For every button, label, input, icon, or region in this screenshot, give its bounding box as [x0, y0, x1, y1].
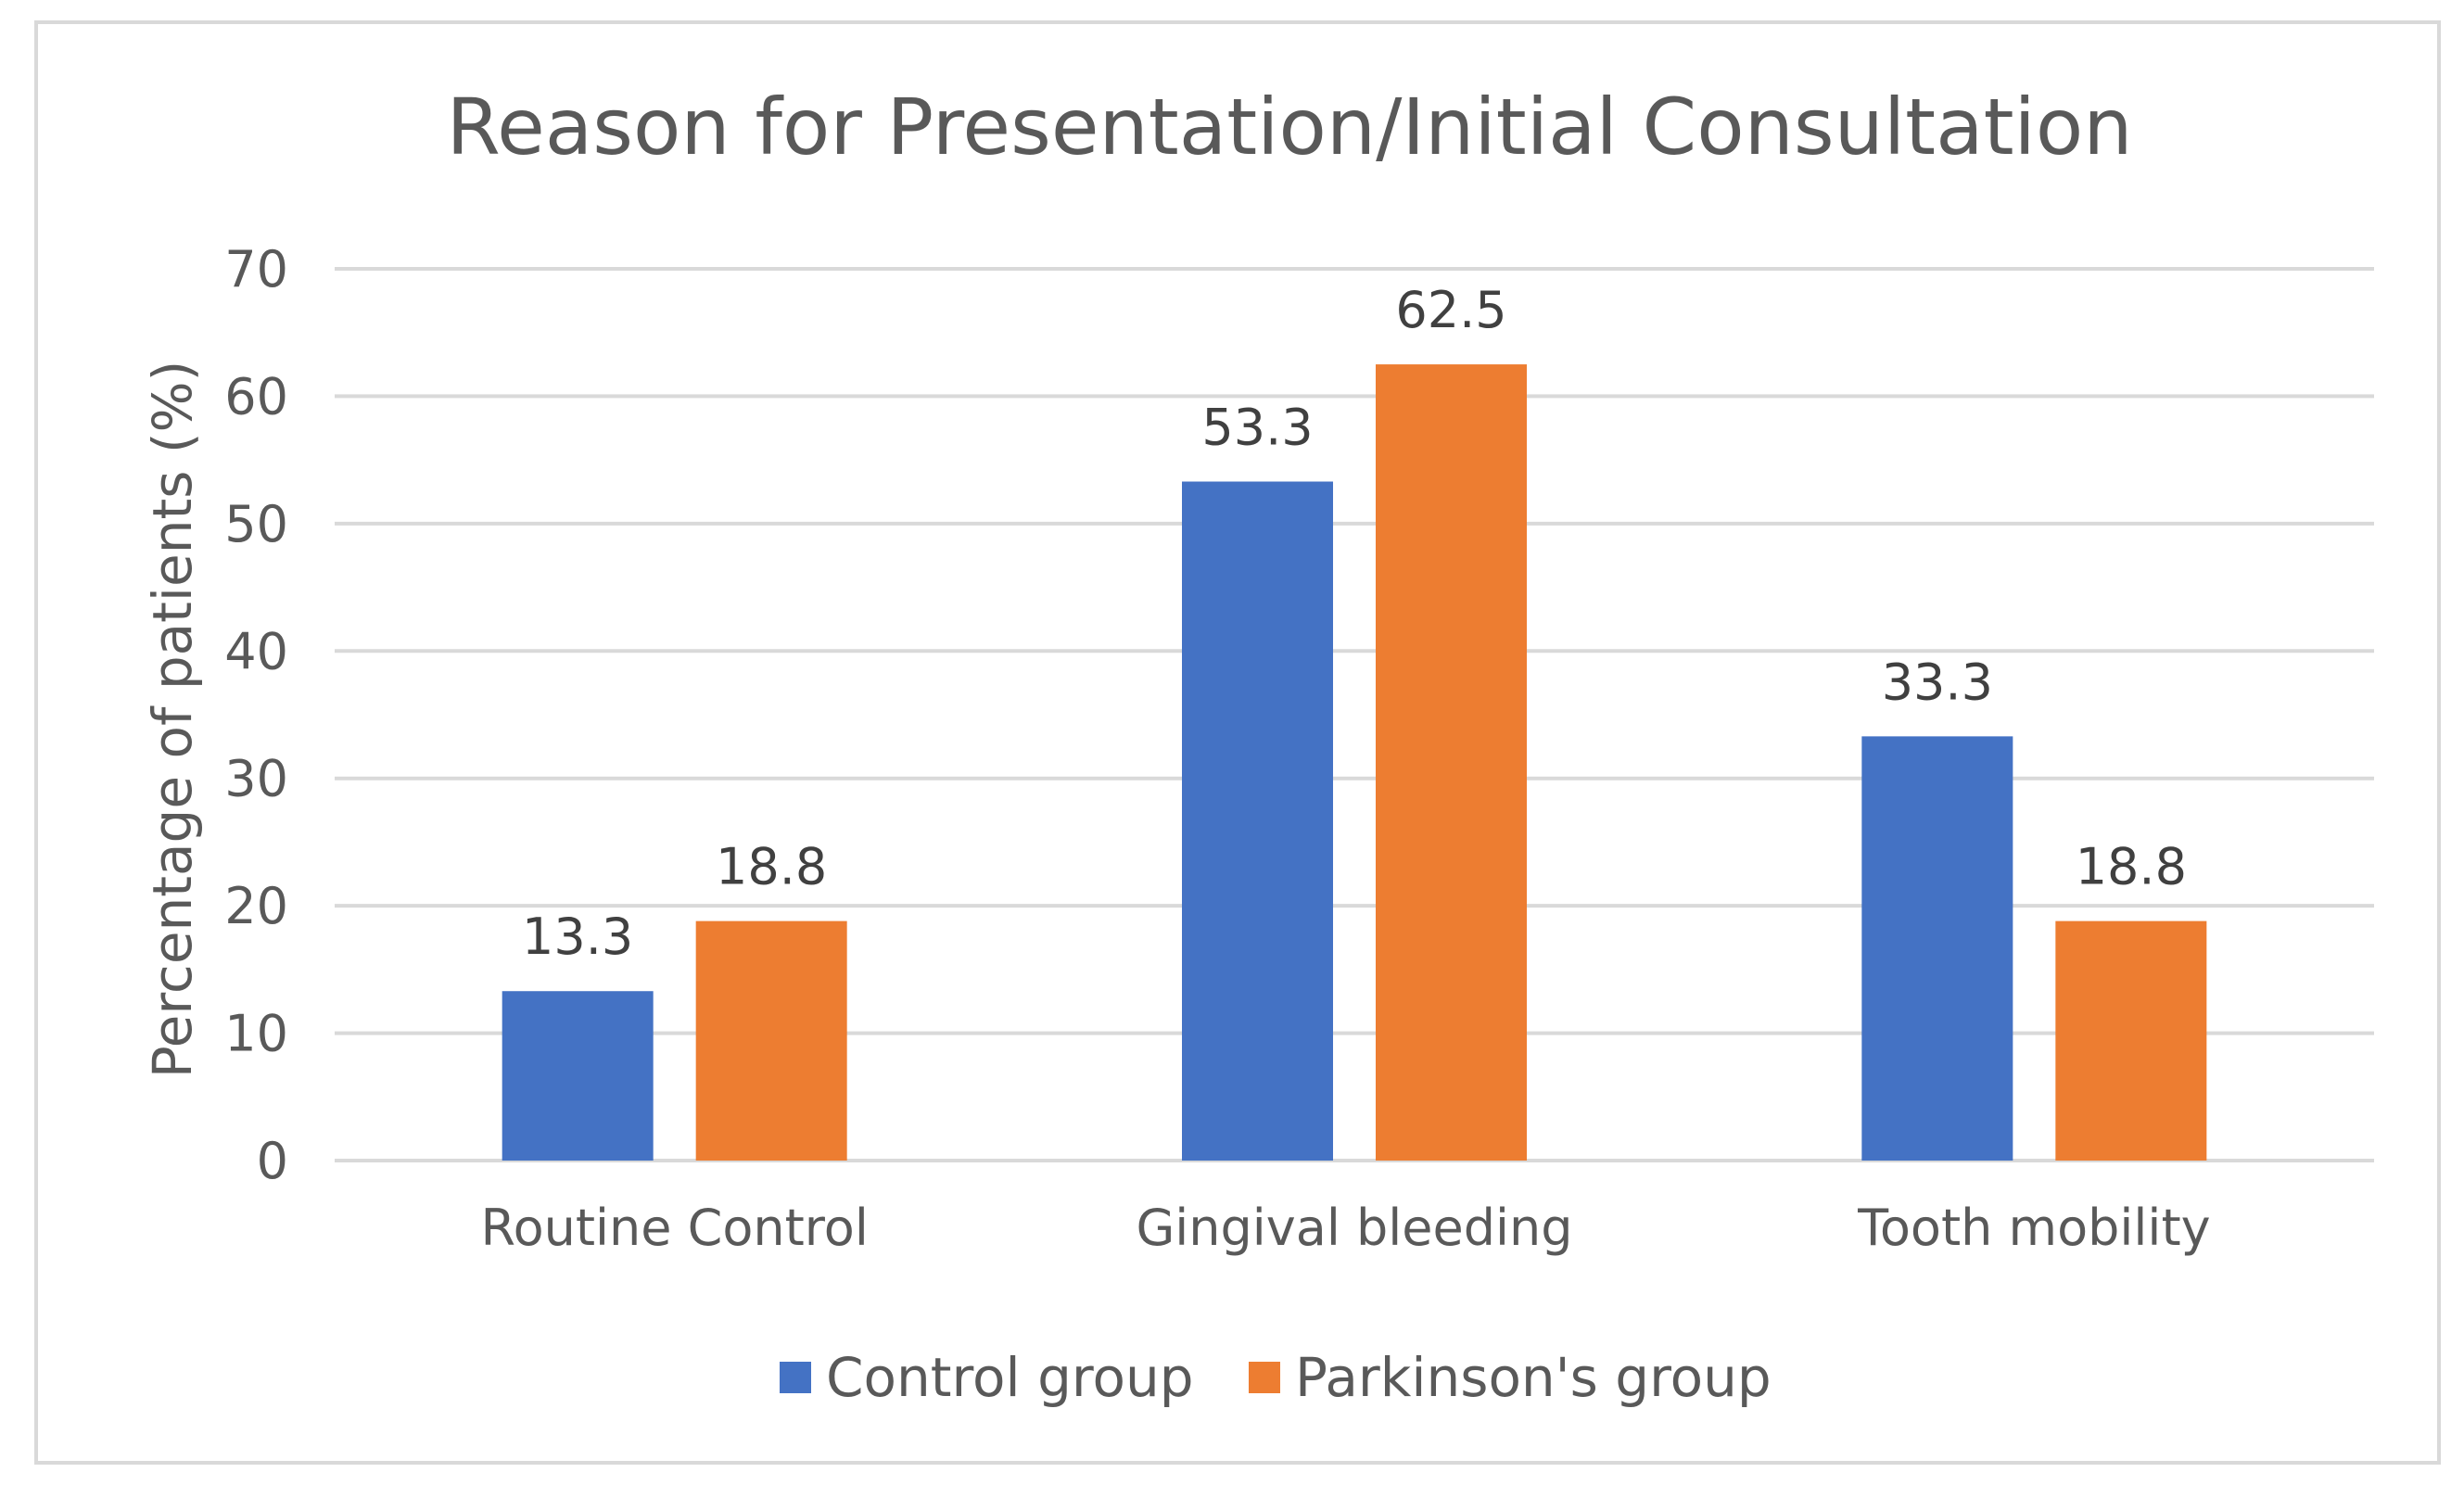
x-category-label: Gingival bleeding [1136, 1199, 1572, 1257]
x-category-label: Routine Control [480, 1199, 868, 1257]
data-labels: 13.3 18.8 53.3 62.5 33.3 18.8 [522, 281, 2187, 966]
bar [1182, 481, 1333, 1161]
legend-swatch [780, 1362, 811, 1393]
chart-title: Reason for Presentation/Initial Consulta… [447, 82, 2133, 172]
y-axis-label: Percentage of patients (%) [141, 361, 204, 1078]
y-tick-label: 50 [224, 495, 288, 553]
y-tick-label: 40 [224, 622, 288, 680]
chart-frame: Reason for Presentation/Initial Consulta… [34, 20, 2441, 1465]
data-label: 18.8 [716, 838, 827, 896]
x-category-label: Tooth mobility [1857, 1199, 2211, 1257]
y-tick-label: 70 [224, 240, 288, 298]
legend-label: Control group [826, 1346, 1194, 1409]
legend-label: Parkinson's group [1295, 1346, 1772, 1409]
bars [502, 364, 2207, 1161]
bar [2055, 920, 2207, 1161]
bar-chart: Reason for Presentation/Initial Consulta… [141, 82, 2374, 1409]
bar [1376, 364, 1527, 1161]
data-label: 33.3 [1882, 653, 1993, 711]
data-label: 18.8 [2076, 838, 2187, 896]
gridlines [335, 267, 2374, 1162]
data-label: 53.3 [1201, 399, 1313, 457]
bar [1861, 736, 2013, 1161]
y-tick-label: 30 [224, 750, 288, 808]
y-axis-ticks: 0 10 20 30 40 50 60 70 [224, 240, 288, 1190]
legend: Control group Parkinson's group [780, 1346, 1772, 1409]
y-tick-label: 20 [224, 877, 288, 935]
x-axis-categories: Routine Control Gingival bleeding Tooth mo… [480, 1199, 2210, 1257]
y-tick-label: 10 [224, 1005, 288, 1063]
y-tick-label: 0 [257, 1132, 288, 1190]
data-label: 62.5 [1395, 281, 1506, 339]
legend-swatch [1249, 1362, 1280, 1393]
data-label: 13.3 [522, 908, 633, 966]
bar [502, 991, 654, 1161]
y-tick-label: 60 [224, 367, 288, 425]
bar [695, 920, 847, 1161]
